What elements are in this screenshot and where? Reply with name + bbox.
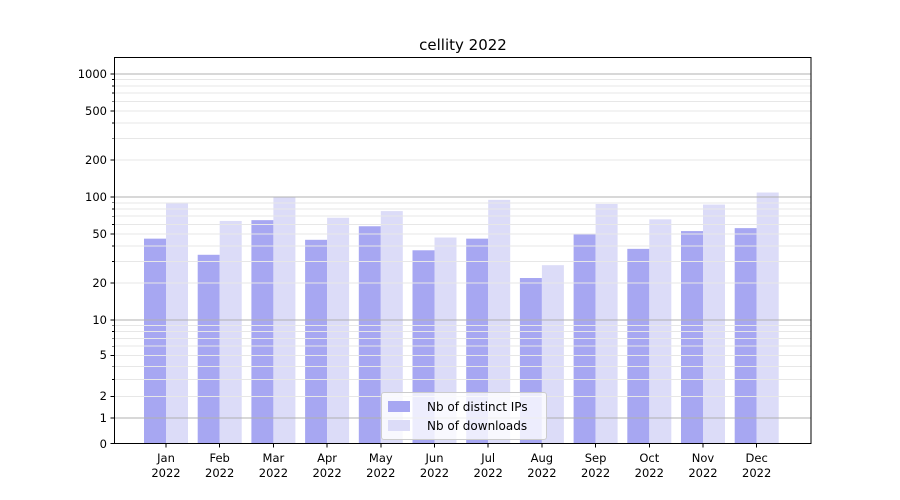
x-tick-label-apr: Apr 2022 bbox=[312, 451, 342, 480]
bar-downloads-aug bbox=[541, 265, 564, 444]
bar-downloads-sep bbox=[595, 203, 618, 444]
chart-title: cellity 2022 bbox=[419, 36, 507, 54]
bar-downloads-jul bbox=[488, 199, 511, 444]
bar-distinct-ips-jan bbox=[144, 238, 166, 444]
y-tick-label-1: 1 bbox=[99, 410, 107, 425]
legend-item-downloads: Nb of downloads bbox=[388, 416, 538, 435]
legend-item-distinct-ips: Nb of distinct IPs bbox=[388, 397, 538, 416]
x-tick-label-jan: Jan 2022 bbox=[151, 451, 181, 480]
x-tick-label-mar: Mar 2022 bbox=[258, 451, 289, 480]
y-tick-label-50: 50 bbox=[92, 227, 107, 242]
bar-downloads-nov bbox=[703, 204, 725, 444]
bar-distinct-ips-may bbox=[358, 226, 381, 444]
y-tick-label-20: 20 bbox=[92, 276, 107, 291]
bar-downloads-dec bbox=[756, 192, 779, 444]
legend-swatch-downloads bbox=[388, 420, 410, 431]
y-tick-label-0: 0 bbox=[99, 436, 107, 451]
legend-swatch-distinct-ips bbox=[388, 401, 410, 412]
bar-distinct-ips-dec bbox=[734, 228, 757, 444]
bar-downloads-feb bbox=[219, 220, 242, 444]
x-tick-label-aug: Aug 2022 bbox=[527, 451, 557, 480]
bar-distinct-ips-apr bbox=[305, 239, 328, 444]
y-tick-label-1000: 1000 bbox=[77, 66, 107, 81]
bar-distinct-ips-sep bbox=[573, 234, 596, 444]
legend-label-downloads: Nb of downloads bbox=[427, 418, 528, 433]
x-tick-label-jun: Jun 2022 bbox=[419, 451, 450, 480]
x-tick-label-nov: Nov 2022 bbox=[688, 451, 718, 480]
bar-distinct-ips-nov bbox=[681, 231, 703, 444]
x-tick-label-oct: Oct 2022 bbox=[634, 451, 664, 480]
bar-downloads-jan bbox=[166, 203, 188, 444]
y-tick-label-500: 500 bbox=[85, 104, 107, 119]
x-tick-label-sep: Sep 2022 bbox=[580, 451, 611, 480]
bar-downloads-apr bbox=[327, 217, 350, 444]
bar-downloads-may bbox=[380, 211, 403, 444]
plot-border bbox=[113, 56, 812, 445]
legend-label-distinct-ips: Nb of distinct IPs bbox=[427, 399, 528, 414]
y-tick-label-10: 10 bbox=[92, 312, 107, 327]
y-tick-label-100: 100 bbox=[85, 190, 107, 205]
y-tick-label-2: 2 bbox=[99, 389, 107, 404]
y-tick-label-200: 200 bbox=[85, 153, 107, 168]
x-tick-label-jul: Jul 2022 bbox=[473, 451, 503, 480]
x-tick-label-dec: Dec 2022 bbox=[742, 451, 772, 480]
x-tick-label-feb: Feb 2022 bbox=[205, 451, 235, 480]
legend: Nb of distinct IPs Nb of downloads bbox=[381, 392, 547, 440]
bar-downloads-jun bbox=[434, 237, 457, 444]
y-tick-label-5: 5 bbox=[99, 348, 107, 363]
x-tick-label-may: May 2022 bbox=[366, 451, 396, 480]
